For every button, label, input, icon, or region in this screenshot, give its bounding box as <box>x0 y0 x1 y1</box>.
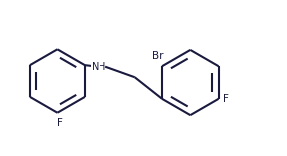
Text: F: F <box>57 118 63 128</box>
Text: N: N <box>92 62 99 72</box>
Text: H: H <box>98 62 105 72</box>
Text: F: F <box>223 94 229 104</box>
Text: Br: Br <box>152 51 163 61</box>
